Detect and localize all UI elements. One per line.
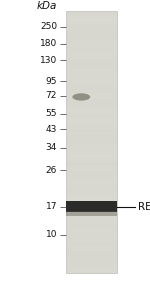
Text: 55: 55 — [45, 109, 57, 118]
Bar — [66, 64, 117, 67]
Bar — [66, 155, 117, 158]
Bar — [66, 181, 117, 184]
Text: 130: 130 — [40, 56, 57, 65]
Bar — [66, 250, 117, 253]
Bar — [66, 201, 117, 204]
Bar — [66, 11, 117, 15]
Bar — [66, 93, 117, 96]
Bar — [66, 217, 117, 220]
Bar — [66, 260, 117, 263]
Bar — [66, 165, 117, 168]
Text: 26: 26 — [46, 166, 57, 175]
Bar — [66, 175, 117, 178]
Bar — [66, 256, 117, 260]
Bar — [66, 106, 117, 109]
Bar — [66, 194, 117, 198]
Bar — [66, 76, 117, 80]
Text: 34: 34 — [46, 143, 57, 152]
Bar — [66, 142, 117, 145]
Bar — [66, 103, 117, 106]
Bar — [66, 96, 117, 99]
Text: 10: 10 — [45, 230, 57, 239]
Bar — [66, 109, 117, 112]
Bar — [66, 18, 117, 21]
Text: 250: 250 — [40, 22, 57, 31]
Bar — [66, 158, 117, 162]
Bar — [66, 60, 117, 64]
Bar — [66, 214, 117, 217]
Bar — [66, 210, 117, 214]
Bar — [66, 132, 117, 135]
Bar — [66, 73, 117, 76]
Bar — [66, 47, 117, 51]
Text: 95: 95 — [45, 77, 57, 86]
Bar — [66, 224, 117, 227]
Bar — [66, 266, 117, 269]
Bar — [66, 31, 117, 34]
Bar — [66, 139, 117, 142]
Bar — [66, 119, 117, 122]
Bar — [66, 99, 117, 103]
Text: 17: 17 — [45, 202, 57, 211]
Bar — [66, 44, 117, 47]
Bar — [66, 230, 117, 233]
Bar — [66, 233, 117, 237]
Bar — [66, 11, 117, 273]
Bar — [66, 80, 117, 83]
Bar — [66, 67, 117, 70]
Bar — [66, 116, 117, 119]
Bar — [66, 240, 117, 243]
Text: RETN: RETN — [138, 201, 150, 212]
Bar — [66, 184, 117, 188]
Bar — [66, 90, 117, 93]
Bar — [66, 168, 117, 171]
Bar — [66, 204, 117, 207]
Bar — [66, 21, 117, 24]
Bar — [66, 15, 117, 18]
Bar — [66, 126, 117, 129]
Bar — [66, 220, 117, 224]
Bar — [66, 211, 117, 216]
Bar — [66, 51, 117, 54]
Bar — [66, 57, 117, 60]
Bar — [66, 243, 117, 246]
Bar — [66, 54, 117, 57]
Bar — [66, 178, 117, 181]
Bar — [66, 148, 117, 152]
Ellipse shape — [72, 93, 90, 101]
Bar — [66, 86, 117, 90]
Bar — [66, 188, 117, 191]
Bar — [66, 37, 117, 41]
Bar — [66, 41, 117, 44]
Bar — [66, 198, 117, 201]
Bar — [66, 162, 117, 165]
Bar — [66, 28, 117, 31]
Text: 180: 180 — [40, 39, 57, 48]
Bar — [66, 263, 117, 266]
Bar — [66, 269, 117, 273]
Bar — [66, 191, 117, 194]
Bar — [66, 227, 117, 230]
Bar — [66, 246, 117, 250]
Bar — [66, 171, 117, 175]
Bar — [66, 129, 117, 132]
Bar — [66, 207, 117, 210]
Bar — [66, 34, 117, 37]
Bar — [66, 237, 117, 240]
Text: kDa: kDa — [37, 1, 57, 12]
Bar — [66, 201, 117, 212]
Bar — [66, 24, 117, 28]
Bar — [66, 122, 117, 126]
Bar — [66, 70, 117, 73]
Bar — [66, 145, 117, 148]
Text: 43: 43 — [46, 125, 57, 134]
Bar — [66, 135, 117, 139]
Bar — [66, 253, 117, 256]
Bar — [66, 112, 117, 116]
Bar — [66, 152, 117, 155]
Bar — [66, 83, 117, 86]
Text: 72: 72 — [46, 91, 57, 100]
